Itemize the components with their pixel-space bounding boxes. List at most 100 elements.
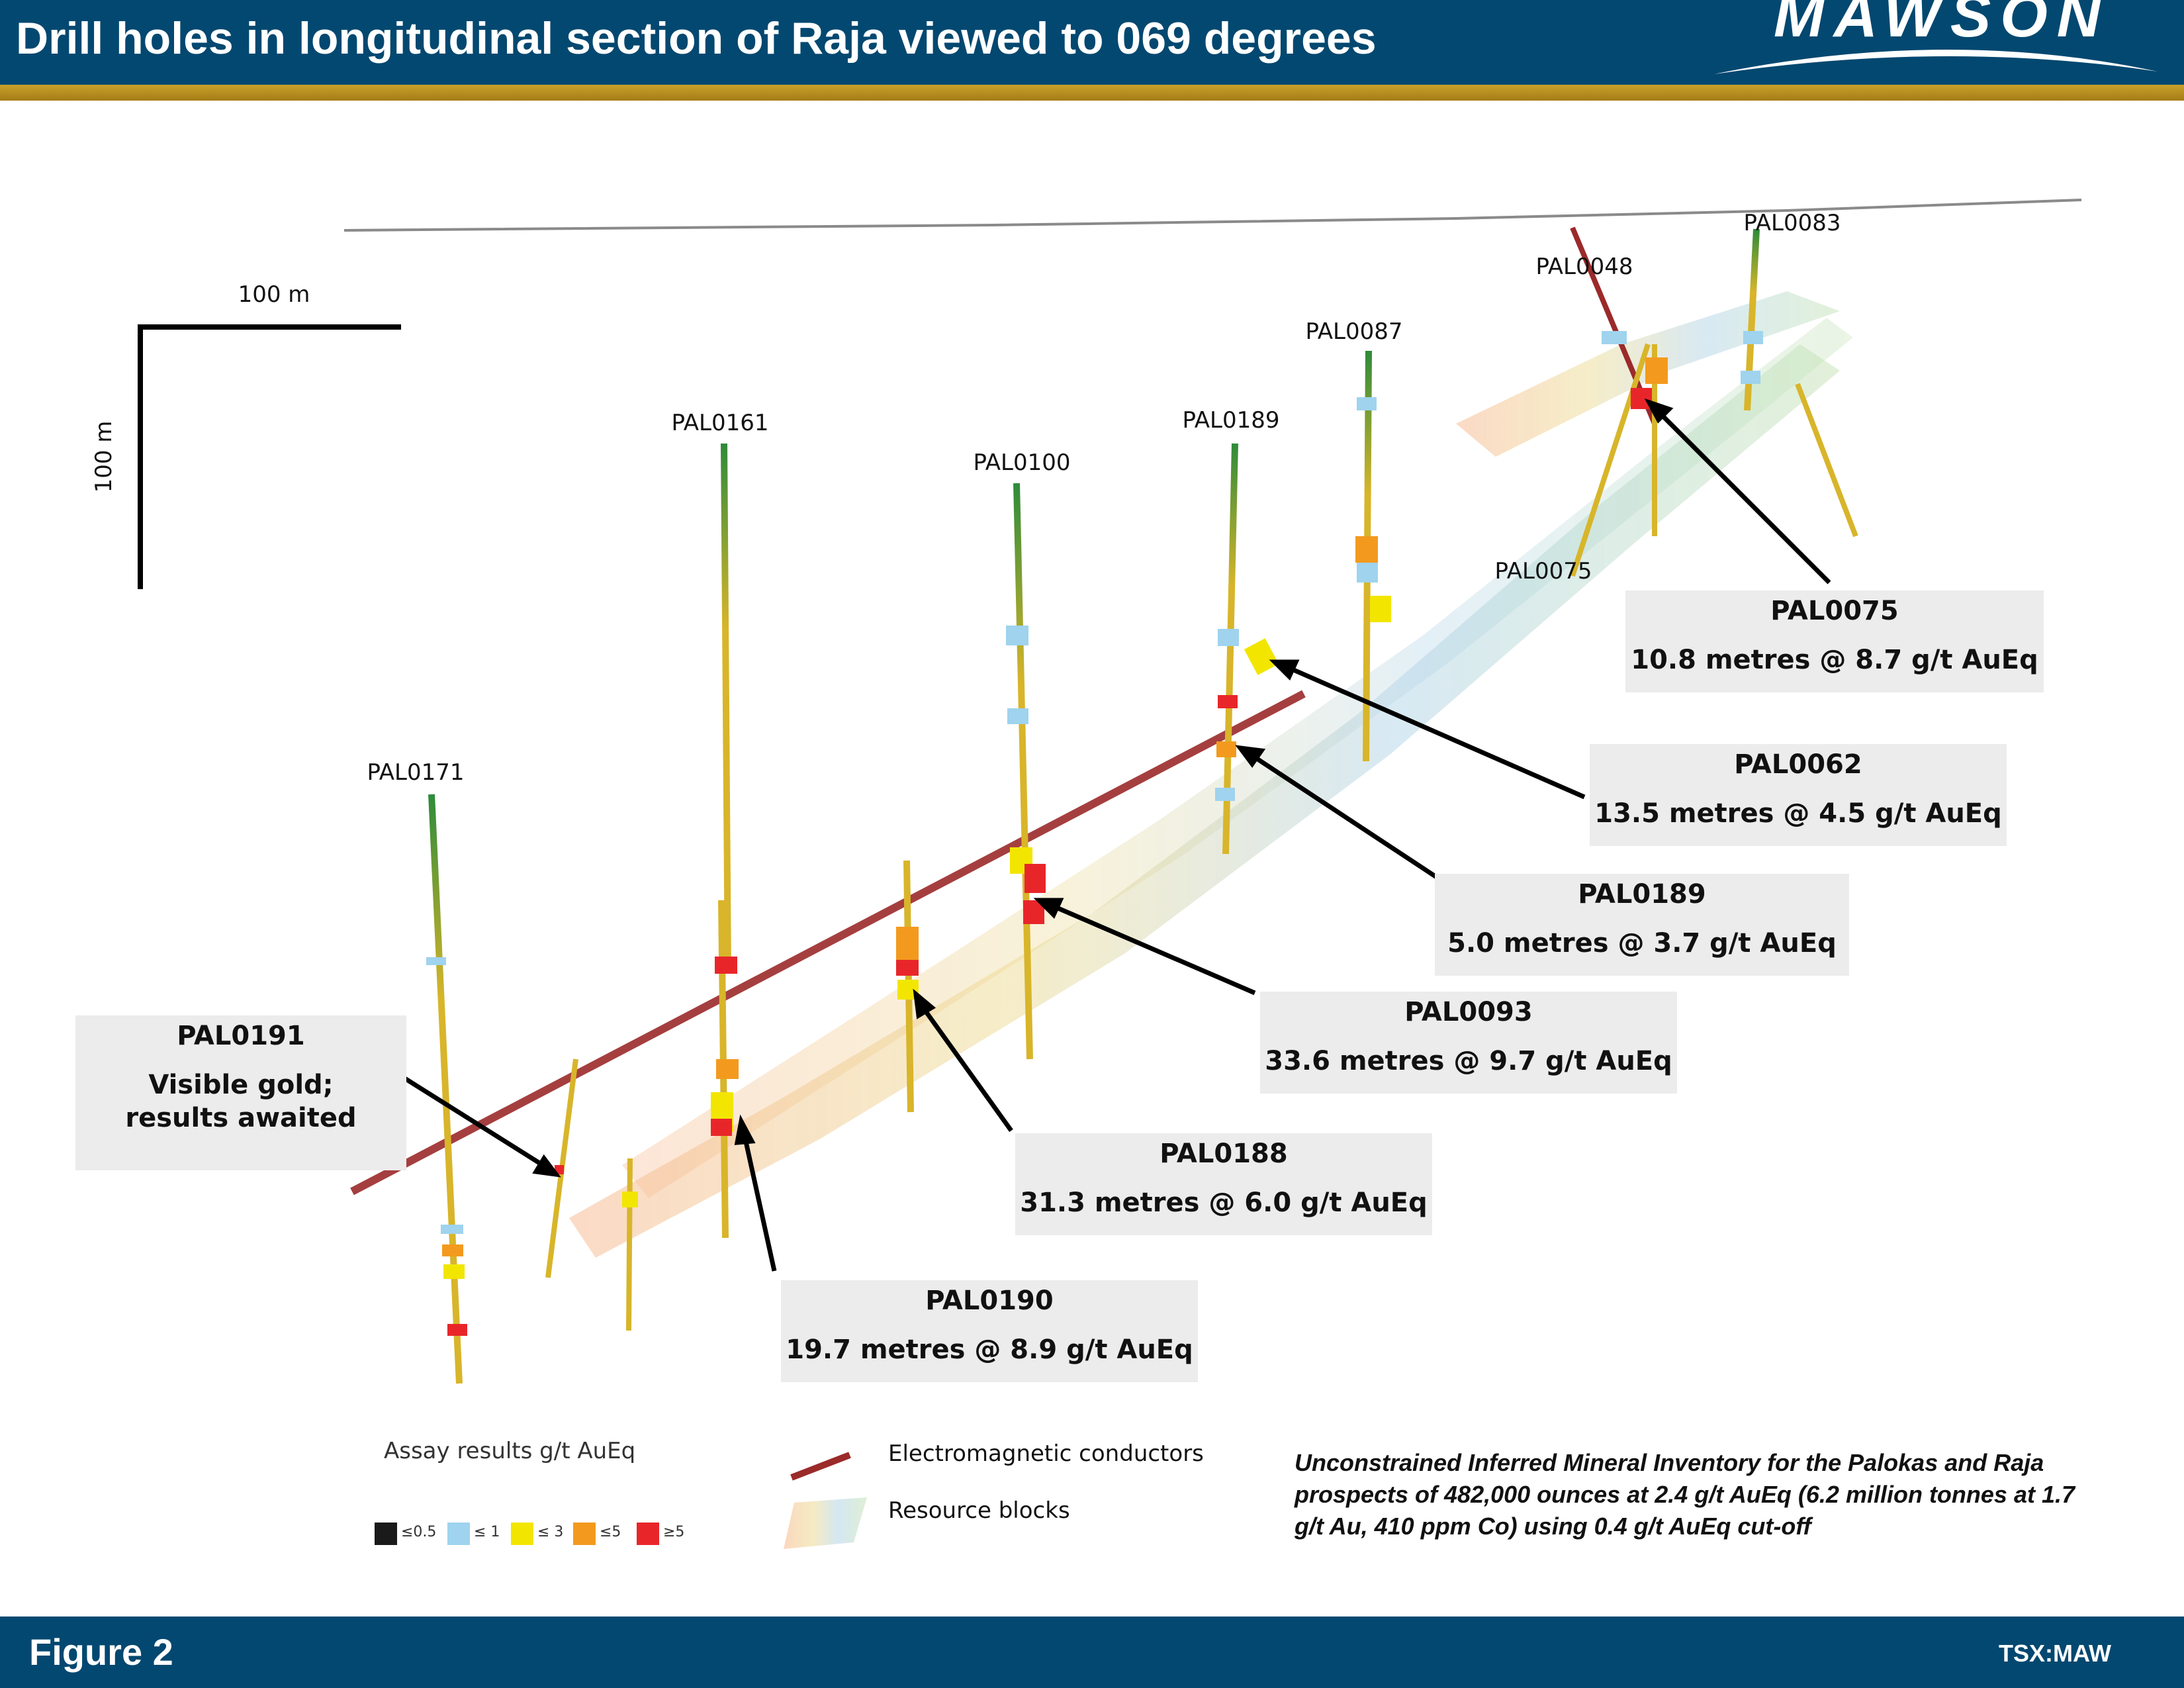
callout-body: 19.7 metres @ 8.9 g/t AuEq (786, 1335, 1193, 1365)
hole-label-pal0189: PAL0189 (1182, 407, 1279, 434)
callout-pal0191: PAL0191 Visible gold; results awaited (75, 1015, 406, 1170)
callout-title: PAL0189 (1578, 879, 1706, 910)
arrowhead-icon (1644, 398, 1674, 424)
callout-pal0190: PAL0190 19.7 metres @ 8.9 g/t AuEq (781, 1280, 1198, 1382)
assay-interval (1215, 788, 1235, 801)
assay-interval (1357, 563, 1378, 583)
hole-label-pal0083: PAL0083 (1743, 210, 1841, 236)
assay-interval (1007, 708, 1028, 724)
drill-hole-pal0087 (1355, 350, 1391, 762)
assay-interval (443, 1264, 465, 1279)
em-conductor (350, 690, 1306, 1196)
callout-pal0062: PAL0062 13.5 metres @ 4.5 g/t AuEq (1590, 744, 2007, 846)
callout-body: 5.0 metres @ 3.7 g/t AuEq (1447, 928, 1837, 959)
assay-interval (715, 957, 737, 974)
hole-label-pal0161: PAL0161 (671, 410, 768, 436)
callout-pal0093: PAL0093 33.6 metres @ 9.7 g/t AuEq (1260, 992, 1677, 1094)
drill-hole-pal0161 (711, 443, 739, 1239)
swatch-label: ≤0.5 (401, 1524, 437, 1540)
arrowhead-icon (734, 1114, 756, 1145)
drill-holes (426, 226, 1858, 1384)
scale-bar: 100 m 100 m (91, 281, 401, 589)
legend-em-conductors-label: Electromagnetic conductors (888, 1440, 1204, 1467)
assay-interval (1355, 536, 1378, 563)
arrow-pal0189 (1253, 755, 1439, 880)
assay-interval (1743, 331, 1763, 344)
hole-label-pal0171: PAL0171 (367, 759, 464, 786)
callout-title: PAL0062 (1734, 749, 1862, 780)
swatch-label: ≤5 (600, 1524, 621, 1540)
scale-vertical-label: 100 m (91, 421, 117, 493)
assay-interval (1370, 596, 1391, 622)
inventory-note: Unconstrained Inferred Mineral Inventory… (1295, 1449, 2075, 1540)
drill-hole-pal0083 (1741, 228, 1858, 538)
arrowhead-icon (1269, 659, 1300, 681)
callout-arrows (402, 398, 1831, 1272)
logo-swoosh-icon (1714, 49, 2158, 74)
assay-interval (1244, 638, 1279, 675)
arrowhead-icon (532, 1154, 561, 1178)
assay-interval (1645, 357, 1668, 384)
callout-body: 33.6 metres @ 9.7 g/t AuEq (1265, 1046, 1672, 1076)
assay-interval (1357, 397, 1377, 410)
ticker-symbol: TSX:MAW (1999, 1640, 2111, 1667)
legend-em-conductor-swatch (790, 1452, 851, 1481)
swatch-label: ≤ 1 (474, 1524, 500, 1540)
drill-hole-pal0189 (1215, 443, 1279, 855)
header-gold-stripe (0, 85, 2184, 101)
swatch-yellow (511, 1523, 533, 1545)
footer-bar: Figure 2 TSX:MAW (0, 1617, 2184, 1688)
drill-hole-pal0075 (1645, 344, 1668, 536)
assay-interval (1602, 331, 1627, 344)
legend-graphics (784, 1452, 867, 1549)
callout-title: PAL0191 (177, 1021, 305, 1051)
scale-bar-lines (138, 324, 401, 589)
arrow-pal0093 (1054, 904, 1256, 996)
assay-interval (441, 1225, 463, 1234)
swatch-black (375, 1523, 397, 1545)
assay-interval (1006, 626, 1028, 645)
assay-interval (1218, 629, 1239, 646)
assay-interval (896, 927, 919, 960)
assay-interval (716, 1059, 739, 1079)
arrow-pal0188 (922, 1007, 1013, 1133)
swatch-orange (573, 1523, 596, 1545)
assay-interval (711, 1119, 732, 1136)
header-bar: Drill holes in longitudinal section of R… (0, 0, 2184, 85)
assay-interval (1218, 695, 1238, 708)
callout-body: Visible gold; results awaited (125, 1070, 357, 1133)
assay-interval (442, 1244, 463, 1256)
callout-body: 13.5 metres @ 4.5 g/t AuEq (1594, 798, 2002, 829)
arrowhead-icon (1235, 745, 1266, 768)
callout-body: 31.3 metres @ 6.0 g/t AuEq (1020, 1188, 1428, 1218)
assay-interval (1024, 864, 1046, 893)
hole-label-pal0075: PAL0075 (1494, 558, 1592, 585)
assay-interval (622, 1192, 638, 1207)
swatch-red (637, 1523, 659, 1545)
arrow-pal0062 (1289, 666, 1586, 800)
page-title: Drill holes in longitudinal section of R… (16, 13, 1377, 64)
swatch-label: ≤ 3 (537, 1524, 564, 1540)
swatch-label: ≥5 (663, 1524, 685, 1540)
hole-label-pal0048: PAL0048 (1535, 254, 1633, 280)
drill-hole-unlabelled (622, 1158, 638, 1331)
swatch-light-blue (447, 1523, 470, 1545)
callout-title: PAL0093 (1404, 997, 1533, 1027)
arrow-pal0191 (402, 1076, 544, 1167)
assay-interval (1741, 371, 1760, 384)
callout-title: PAL0188 (1160, 1139, 1288, 1169)
scale-horizontal-label: 100 m (238, 281, 310, 308)
callout-body: 10.8 metres @ 8.7 g/t AuEq (1631, 645, 2038, 675)
logo-wordmark: MAWSON (1774, 0, 2111, 50)
legend-assay-title: Assay results g/t AuEq (384, 1438, 636, 1464)
callout-pal0075: PAL0075 10.8 metres @ 8.7 g/t AuEq (1625, 590, 2044, 692)
legend-resource-block-swatch (784, 1497, 867, 1549)
legend-resource-blocks-label: Resource blocks (888, 1497, 1070, 1524)
legend-assay-classes: ≤0.5 ≤ 1 ≤ 3 ≤5 ≥5 (375, 1523, 692, 1545)
hole-label-pal0100: PAL0100 (973, 449, 1070, 476)
callout-title: PAL0190 (925, 1286, 1054, 1316)
resource-block-band (622, 318, 1853, 1198)
assay-interval (1216, 741, 1236, 757)
assay-interval (426, 957, 446, 965)
